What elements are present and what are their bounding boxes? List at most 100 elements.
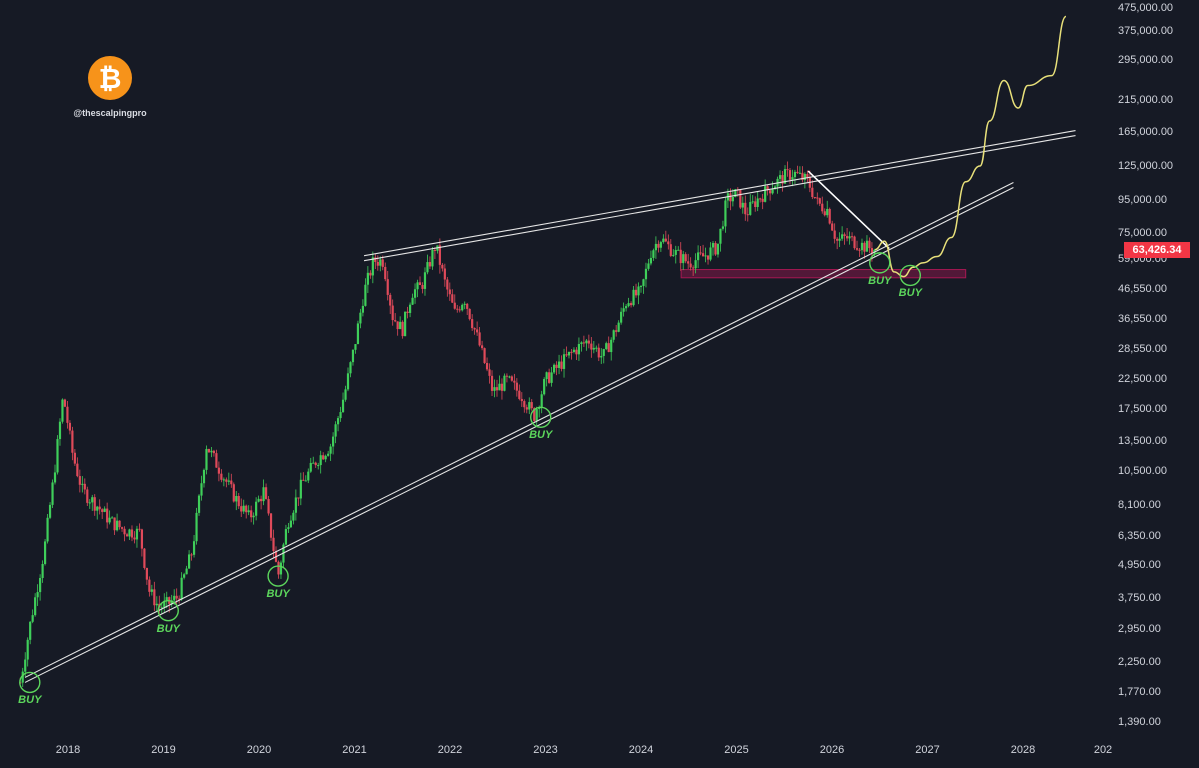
candle-body [669, 244, 672, 256]
price-tick-label: 125,000.00 [1118, 160, 1174, 172]
buy-label: BUY [266, 588, 290, 601]
candle-body [602, 349, 605, 356]
candle-body [513, 380, 516, 383]
candle-body [267, 498, 270, 514]
candle-body [411, 297, 414, 305]
candle-body [255, 501, 258, 516]
candle-body [853, 236, 856, 249]
candle-body [729, 193, 732, 202]
candle-body [160, 607, 163, 609]
buy-marker-circle [869, 252, 891, 274]
candle-body [632, 289, 635, 306]
candle-body [408, 304, 412, 313]
candle-body [788, 170, 792, 180]
price-tick-label: 2,250.00 [1118, 656, 1161, 668]
candle-body [336, 418, 340, 425]
price-tick-label: 17,500.00 [1118, 403, 1167, 415]
candle-body [841, 234, 844, 239]
candle-body [617, 322, 620, 332]
upper-resistance-line-2 [363, 130, 1076, 257]
candle-body [495, 387, 499, 391]
candle-body [473, 328, 476, 330]
candle-body [468, 308, 471, 320]
candle-body [823, 211, 826, 216]
candle-body [739, 190, 742, 208]
candle-body [667, 241, 670, 245]
price-chart[interactable] [0, 0, 1110, 768]
candle-body [187, 554, 191, 569]
candle-body [120, 527, 124, 529]
candle-body [369, 272, 372, 276]
candle-body [649, 257, 653, 264]
candle-body [657, 243, 660, 248]
price-tick-label: 36,550.00 [1118, 313, 1167, 325]
candle-body [836, 238, 839, 241]
watermark-label: @thescalpingpro [73, 108, 147, 118]
price-tick-label: 295,000.00 [1118, 54, 1174, 66]
candle-body [344, 389, 347, 400]
candle-body [577, 343, 581, 355]
candle-body [833, 230, 836, 239]
candle-body [607, 343, 610, 353]
candle-body [500, 383, 504, 391]
candle-body [51, 482, 54, 505]
candle-body [518, 390, 521, 399]
candle-body [73, 452, 76, 464]
candle-body [828, 208, 831, 224]
candle-body [446, 279, 449, 290]
candle-body [279, 562, 283, 575]
candle-body [466, 303, 469, 309]
candle-body [480, 345, 484, 349]
chart-background [0, 0, 1110, 768]
candle-body [652, 250, 655, 258]
candle-body [39, 578, 42, 593]
candle-body [478, 332, 481, 346]
candle-body [103, 508, 106, 512]
down-trend-line [807, 170, 890, 250]
candle-body [24, 659, 27, 672]
candle-body [230, 480, 233, 485]
candle-body [128, 529, 131, 537]
candle-body [386, 279, 389, 295]
candle-body [125, 534, 129, 537]
candle-body [31, 615, 34, 622]
candle-body [88, 502, 91, 504]
candle-body [716, 243, 720, 255]
candle-body [163, 600, 166, 608]
candle-body [389, 294, 392, 306]
candle-body [796, 171, 799, 173]
candle-body [749, 202, 752, 215]
candle-body [863, 242, 866, 252]
candle-body [68, 422, 72, 431]
year-tick-label: 2028 [1010, 744, 1036, 756]
candle-body [570, 351, 573, 353]
candle-body [108, 517, 111, 523]
candle-body [550, 372, 553, 383]
candle-body [545, 372, 548, 380]
candle-body [510, 376, 513, 381]
candle-body [257, 498, 260, 502]
year-tick-label: 2018 [55, 744, 81, 756]
price-tick-label: 4,950.00 [1118, 559, 1161, 571]
candle-body [523, 401, 526, 408]
candle-body [453, 302, 456, 309]
candle-body [237, 495, 240, 507]
candle-body [709, 247, 712, 260]
candle-body [754, 201, 757, 208]
candle-body [225, 479, 228, 482]
candle-body [317, 465, 320, 467]
candle-body [719, 228, 722, 244]
candle-body [721, 226, 725, 229]
candle-body [629, 303, 633, 306]
candle-body [843, 234, 846, 236]
price-tick-label: 10,500.00 [1118, 465, 1167, 477]
price-tick-label: 6,350.00 [1118, 530, 1161, 542]
candle-body [587, 340, 590, 344]
candle-body [61, 399, 64, 422]
price-tick-label: 13,500.00 [1118, 435, 1167, 447]
current-price-label: 63,426.34 [1124, 242, 1190, 258]
candle-body [647, 263, 650, 269]
candle-body [200, 483, 203, 496]
price-axis[interactable]: 475,000.00 375,000.00 295,000.00 215,000.00… [1110, 0, 1199, 768]
candle-body [178, 598, 181, 600]
